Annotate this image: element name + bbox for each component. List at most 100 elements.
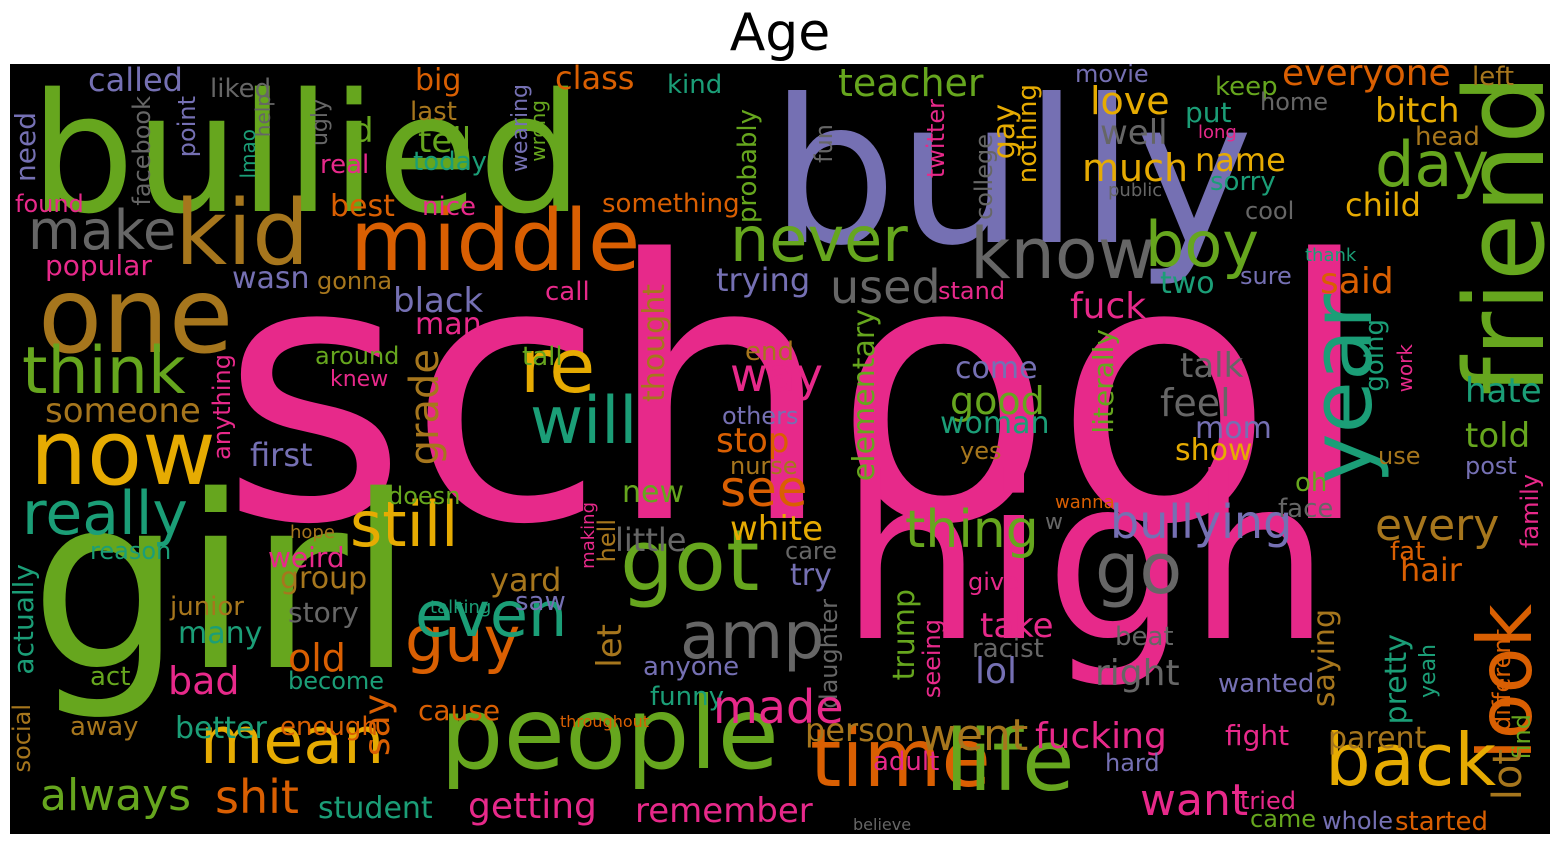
word-make: make <box>28 199 177 262</box>
word-thank: thank <box>1305 245 1357 266</box>
word-love: love <box>1090 79 1170 123</box>
word-saying: saying <box>1307 609 1342 708</box>
word-oh: oh <box>1295 468 1328 498</box>
word-see: see <box>720 460 808 518</box>
word-end: end <box>745 337 794 367</box>
word-started: started <box>1395 807 1489 834</box>
word-long: long <box>1198 122 1237 143</box>
word-think: think <box>22 334 186 409</box>
word-person: person <box>805 711 915 749</box>
word-go: go <box>1095 528 1183 610</box>
word-others: others <box>722 402 799 430</box>
word-kid: kid <box>175 181 310 286</box>
word-bullied: bullied <box>30 64 584 250</box>
word-boy: boy <box>1145 208 1259 281</box>
word-life: life <box>945 712 1075 811</box>
word-try: try <box>790 558 832 593</box>
word-work: work <box>1393 344 1417 393</box>
word-bitch: bitch <box>1375 91 1460 131</box>
word-man: man <box>415 307 482 342</box>
word-nurse: nurse <box>730 452 798 480</box>
word-kind: kind <box>667 70 723 100</box>
word-middle: middle <box>350 192 641 291</box>
word-way: way <box>730 348 824 402</box>
word-grade: grade <box>402 349 448 466</box>
word-well: well <box>1100 113 1168 153</box>
word-good: good <box>950 379 1045 423</box>
word-much: much <box>1082 146 1189 190</box>
word-cool: cool <box>1245 197 1295 225</box>
word-black: black <box>393 281 484 321</box>
word-going: going <box>1360 319 1390 392</box>
word-use: use <box>1378 442 1421 470</box>
word-still: still <box>350 488 459 561</box>
word-yard: yard <box>490 561 562 599</box>
word-mean: mean <box>200 704 385 779</box>
word-everyone: everyone <box>1282 64 1451 94</box>
word-tall: tall <box>522 342 563 372</box>
word-thought: thought <box>637 284 672 402</box>
word-bad: bad <box>168 659 240 703</box>
word-stop: stop <box>716 421 790 461</box>
word-parent: parent <box>1328 721 1427 756</box>
word-twitter: twitter <box>922 99 950 179</box>
word-post: post <box>1465 452 1517 480</box>
word-name: name <box>1195 141 1286 179</box>
word-knew: knew <box>330 367 389 392</box>
word-probably: probably <box>733 109 763 224</box>
word-trump: trump <box>887 589 922 681</box>
word-new: new <box>622 475 685 510</box>
word-wanna: wanna <box>1055 492 1115 513</box>
word-call: call <box>545 277 590 307</box>
word-seeing: seeing <box>918 619 946 699</box>
word-mom: mom <box>1195 411 1272 446</box>
word-wanted: wanted <box>1218 669 1315 699</box>
word-shit: shit <box>215 770 299 824</box>
word-believe: believe <box>853 815 912 834</box>
word-elementary: elementary <box>847 309 882 482</box>
word-white: white <box>730 509 824 549</box>
word-found: found <box>15 190 84 218</box>
word-funny: funny <box>650 682 724 712</box>
word-put: put <box>1185 96 1232 129</box>
word-know: know <box>970 213 1155 295</box>
word-home: home <box>1260 88 1329 116</box>
word-movie: movie <box>1075 64 1149 88</box>
word-come: come <box>955 351 1038 386</box>
word-doesn: doesn <box>388 482 461 510</box>
word-getting: getting <box>468 786 597 827</box>
word-bullying: bullying <box>1110 495 1293 549</box>
word-went: went <box>920 710 1029 761</box>
word-let: let <box>590 624 630 668</box>
word-sure: sure <box>1240 262 1292 290</box>
word-girl: girl <box>30 444 415 724</box>
word-fucking: fucking <box>1035 716 1167 757</box>
word-hell: hell <box>593 519 621 563</box>
word-care: care <box>785 537 838 565</box>
word-junior: junior <box>170 592 245 622</box>
word-day: day <box>1375 128 1490 201</box>
word-literally: literally <box>1087 329 1120 434</box>
word-fight: fight <box>1225 719 1290 752</box>
word-big: big <box>415 64 462 98</box>
word-woman: woman <box>940 406 1050 441</box>
word-best: best <box>330 189 395 224</box>
word-talk: talk <box>1180 346 1244 386</box>
word-every: every <box>1375 500 1500 551</box>
word-hard: hard <box>1105 749 1160 777</box>
word-racist: racist <box>972 634 1044 664</box>
word-away: away <box>70 712 139 742</box>
word-people: people <box>440 675 779 792</box>
word-said: said <box>1320 261 1394 302</box>
word-called: called <box>88 64 183 99</box>
word-high: high <box>840 430 1331 692</box>
word-show: show <box>1175 433 1253 468</box>
word-remember: remember <box>635 791 813 831</box>
word-hope: hope <box>290 522 335 543</box>
word-today: today <box>413 147 487 177</box>
word-facebook: facebook <box>128 96 156 206</box>
word-face: face <box>1278 494 1334 524</box>
word-hair: hair <box>1400 551 1462 589</box>
word-group: group <box>280 561 368 596</box>
word-wrong: wrong <box>526 100 550 162</box>
